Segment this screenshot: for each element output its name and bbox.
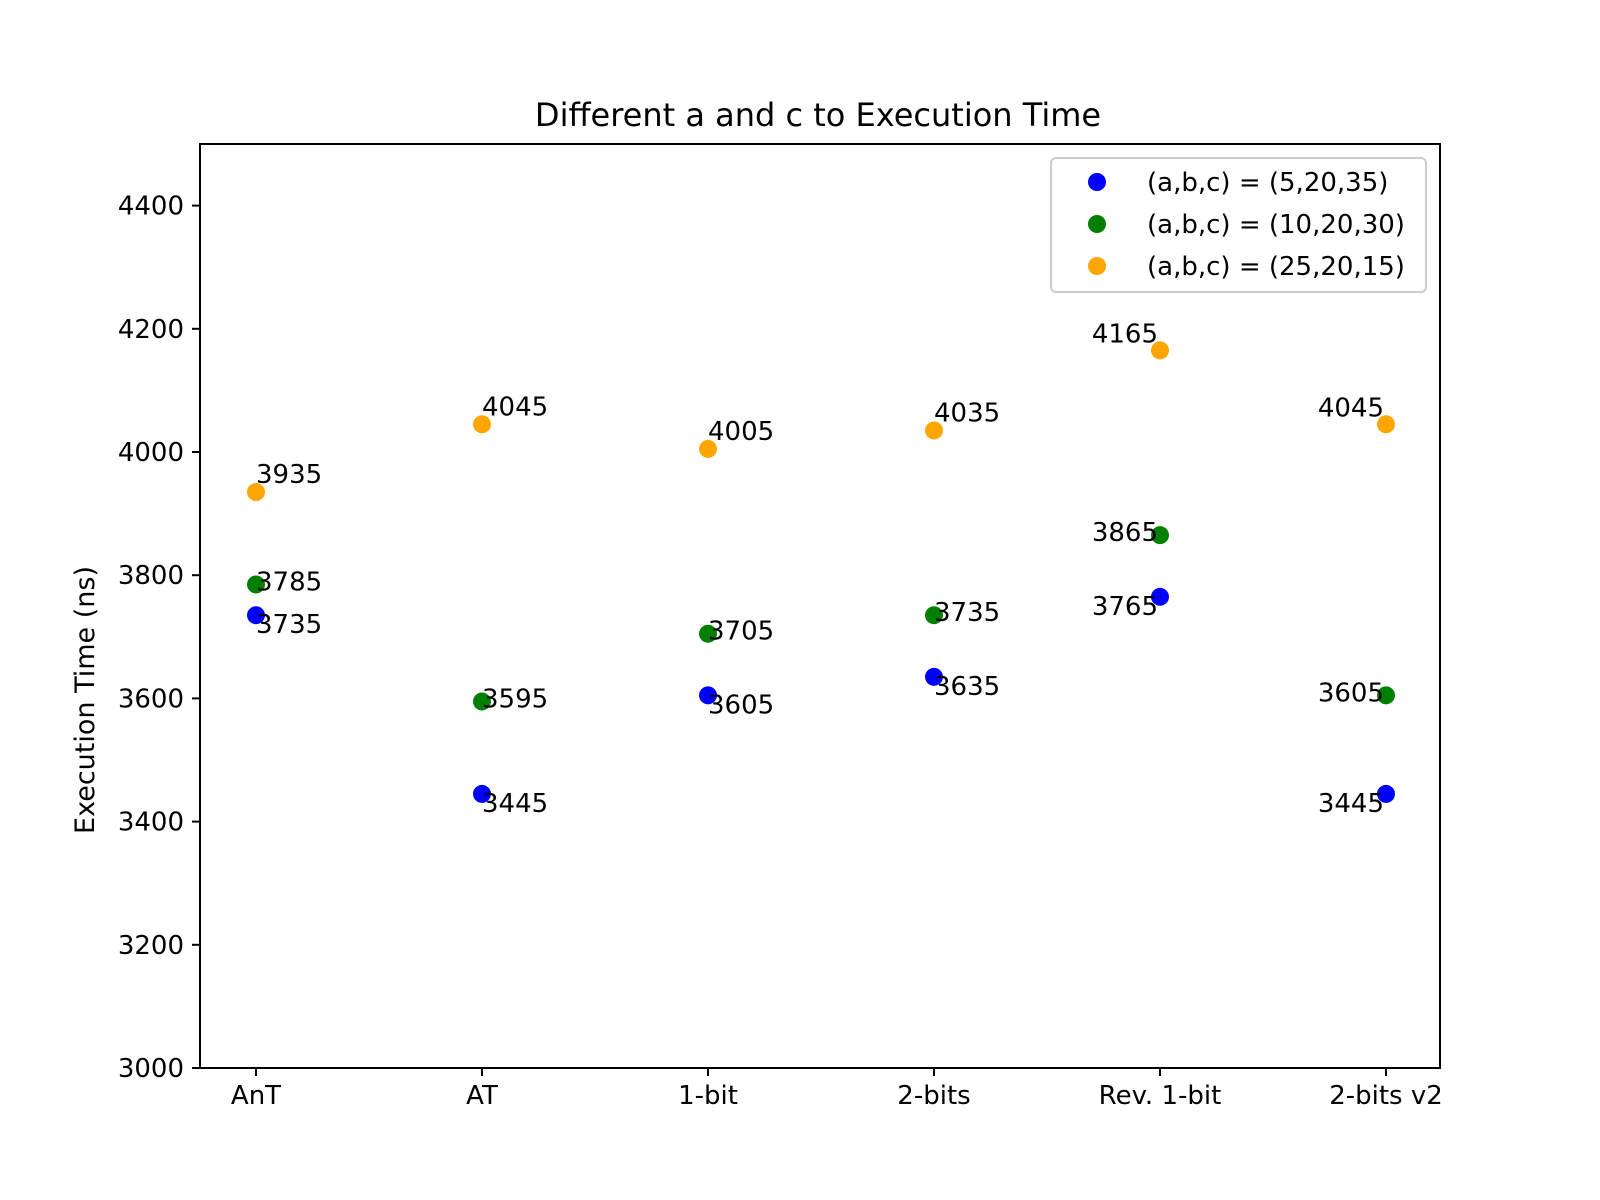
data-point [1151,341,1169,360]
data-point [925,667,943,686]
y-tick-label: 3400 [118,808,184,838]
y-tick-label: 4200 [118,315,184,345]
data-label: 3785 [256,567,322,597]
data-label: 4035 [934,398,1000,428]
data-point [1151,587,1169,606]
y-tick-label: 3800 [118,561,184,591]
data-label: 3865 [1092,518,1158,548]
data-label: 3605 [1318,678,1384,708]
data-label: 4005 [708,417,774,447]
data-label: 3735 [256,610,322,640]
data-label: 4045 [482,392,548,422]
y-axis: 3000 3200 3400 3600 3800 4000 4200 4400 [118,192,200,1084]
data-point [1377,686,1395,705]
legend-marker [1088,215,1106,233]
chart-title: Different a and c to Execution Time [535,96,1101,134]
plot-area [199,143,1441,1069]
data-point [247,606,265,625]
data-label: 3445 [1318,789,1384,819]
y-tick-label: 3000 [118,1054,184,1084]
data-label: 4165 [1092,319,1158,349]
data-point [247,575,265,594]
y-tick-label: 3200 [118,931,184,961]
y-axis-label: Execution Time (ns) [70,566,101,834]
data-point [1377,784,1395,803]
legend-label: (a,b,c) = (5,20,35) [1147,168,1388,198]
data-label: 3765 [1092,592,1158,622]
x-axis: AnT AT 1-bit 2-bits Rev. 1-bit 2-bits v2 [231,1068,1443,1111]
x-tick-label: Rev. 1-bit [1099,1081,1222,1111]
data-labels: 3735 3445 3605 3635 3765 3445 3785 3595 3705 3735… [256,319,1384,819]
data-label: 3595 [482,684,548,714]
legend: (a,b,c) = (5,20,35) (a,b,c) = (10,20,30) (… [1050,157,1427,293]
data-point [473,784,491,803]
y-tick-label: 4000 [118,438,184,468]
x-tick-label: 1-bit [678,1081,738,1111]
legend-label: (a,b,c) = (25,20,15) [1147,252,1405,282]
data-point [699,624,717,643]
data-point [473,692,491,711]
legend-marker [1088,173,1106,191]
legend-marker [1088,257,1106,275]
data-point [699,686,717,705]
data-label: 4045 [1318,393,1384,423]
data-point [1151,526,1169,545]
data-label: 3935 [256,460,322,490]
legend-label: (a,b,c) = (10,20,30) [1147,210,1405,240]
data-point [247,483,265,502]
data-point [1377,415,1395,434]
y-tick-label: 4400 [118,192,184,222]
x-tick-label: AT [466,1081,498,1111]
data-label: 3445 [482,789,548,819]
data-point [473,415,491,434]
data-label: 3735 [934,598,1000,628]
x-tick-label: AnT [231,1081,281,1111]
data-label: 3705 [708,617,774,647]
data-point [925,606,943,625]
y-tick-label: 3600 [118,684,184,714]
data-points [247,341,1395,803]
x-tick-label: 2-bits v2 [1329,1081,1443,1111]
data-label: 3605 [708,690,774,720]
legend-box [1050,157,1427,293]
data-point [925,421,943,440]
x-tick-label: 2-bits [897,1081,970,1111]
data-point [699,439,717,458]
data-label: 3635 [934,672,1000,702]
